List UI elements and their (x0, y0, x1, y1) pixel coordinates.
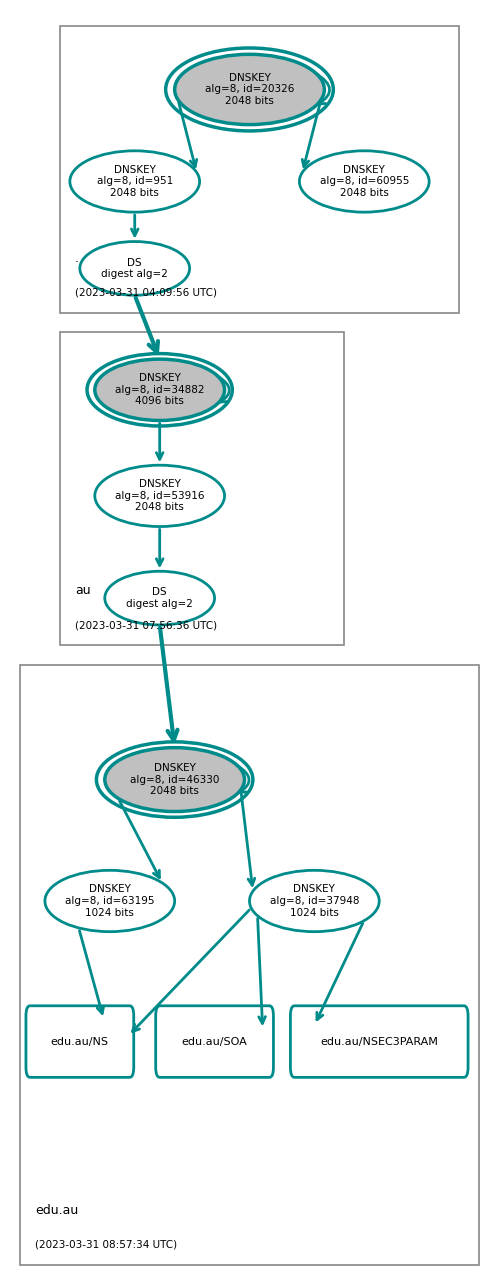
Bar (60, 26, 459, 313)
Text: DNSKEY
alg=8, id=46330
2048 bits: DNSKEY alg=8, id=46330 2048 bits (130, 763, 220, 796)
Ellipse shape (45, 870, 175, 932)
Text: DNSKEY
alg=8, id=63195
1024 bits: DNSKEY alg=8, id=63195 1024 bits (65, 884, 155, 918)
Text: DNSKEY
alg=8, id=20326
2048 bits: DNSKEY alg=8, id=20326 2048 bits (205, 73, 294, 106)
Ellipse shape (95, 465, 225, 527)
Text: (2023-03-31 04:09:56 UTC): (2023-03-31 04:09:56 UTC) (75, 288, 217, 298)
Text: edu.au: edu.au (35, 1204, 78, 1217)
Text: DNSKEY
alg=8, id=60955
2048 bits: DNSKEY alg=8, id=60955 2048 bits (319, 165, 409, 198)
FancyBboxPatch shape (290, 1006, 468, 1077)
Text: edu.au/NSEC3PARAM: edu.au/NSEC3PARAM (320, 1036, 438, 1047)
Text: edu.au/SOA: edu.au/SOA (182, 1036, 248, 1047)
Ellipse shape (70, 151, 200, 212)
Ellipse shape (105, 748, 245, 812)
Bar (60, 332, 344, 645)
Ellipse shape (95, 359, 225, 420)
Ellipse shape (80, 242, 190, 295)
Text: DNSKEY
alg=8, id=951
2048 bits: DNSKEY alg=8, id=951 2048 bits (97, 165, 173, 198)
Text: (2023-03-31 07:56:36 UTC): (2023-03-31 07:56:36 UTC) (75, 620, 217, 630)
Text: .: . (75, 252, 79, 265)
FancyBboxPatch shape (26, 1006, 134, 1077)
Text: (2023-03-31 08:57:34 UTC): (2023-03-31 08:57:34 UTC) (35, 1240, 177, 1250)
Ellipse shape (299, 151, 429, 212)
Text: DNSKEY
alg=8, id=53916
2048 bits: DNSKEY alg=8, id=53916 2048 bits (115, 479, 205, 512)
FancyArrowPatch shape (217, 376, 230, 403)
Ellipse shape (250, 870, 379, 932)
FancyArrowPatch shape (315, 73, 330, 104)
Text: DNSKEY
alg=8, id=37948
1024 bits: DNSKEY alg=8, id=37948 1024 bits (269, 884, 359, 918)
Text: DNSKEY
alg=8, id=34882
4096 bits: DNSKEY alg=8, id=34882 4096 bits (115, 373, 205, 406)
Text: edu.au/NS: edu.au/NS (51, 1036, 109, 1047)
Text: au: au (75, 584, 90, 597)
Text: DS
digest alg=2: DS digest alg=2 (126, 588, 193, 608)
Bar (20, 665, 479, 1265)
Ellipse shape (105, 571, 215, 625)
FancyArrowPatch shape (237, 766, 249, 792)
FancyBboxPatch shape (156, 1006, 273, 1077)
Ellipse shape (175, 54, 324, 125)
Text: DS
digest alg=2: DS digest alg=2 (101, 258, 168, 279)
